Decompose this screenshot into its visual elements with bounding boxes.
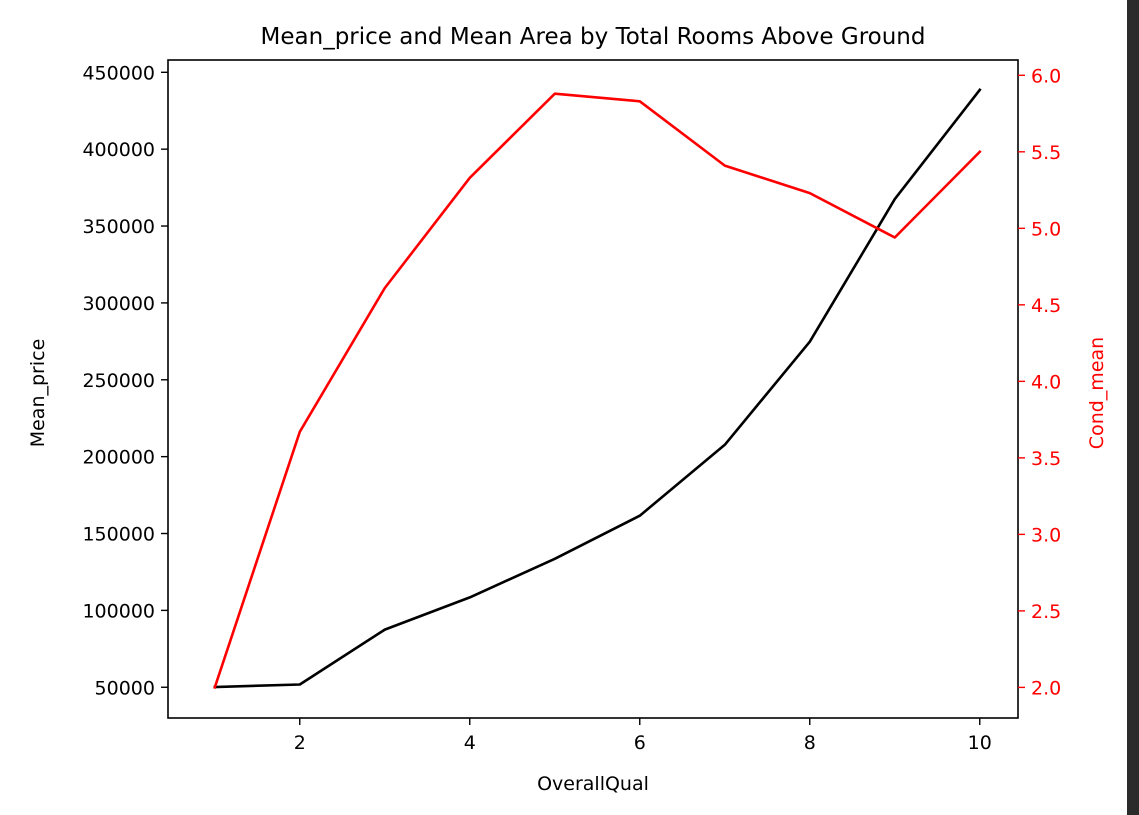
axes: 2 4 6 8 10 50000 100000 150000 200000 250000 30000… bbox=[82, 59, 1061, 754]
y2-tick-label: 3.5 bbox=[1031, 448, 1061, 470]
series-layer bbox=[213, 87, 982, 690]
y2-tick-label: 2.0 bbox=[1031, 677, 1061, 699]
y2-axis-label: Cond_mean bbox=[1086, 337, 1108, 449]
x-tick-label: 4 bbox=[464, 732, 476, 754]
y2-tick-label: 2.5 bbox=[1031, 601, 1061, 623]
y2-tick-label: 4.0 bbox=[1031, 371, 1061, 393]
y2-tick-label: 6.0 bbox=[1031, 65, 1061, 87]
x-axis-label: OverallQual bbox=[537, 773, 649, 795]
y-tick-label: 400000 bbox=[82, 139, 155, 161]
y2-tick-label: 5.5 bbox=[1031, 142, 1061, 164]
y-tick-label: 100000 bbox=[82, 600, 155, 622]
y-tick-label: 450000 bbox=[82, 62, 155, 84]
cond-mean-line bbox=[213, 92, 982, 690]
y-tick-label: 250000 bbox=[82, 370, 155, 392]
y2-tick-label: 5.0 bbox=[1031, 218, 1061, 240]
chart-title: Mean_price and Mean Area by Total Rooms … bbox=[261, 24, 926, 50]
x-tick-label: 10 bbox=[968, 732, 992, 754]
y2-tick-label: 3.0 bbox=[1031, 524, 1061, 546]
plot-frame bbox=[167, 59, 1019, 719]
y2-tick-label: 4.5 bbox=[1031, 295, 1061, 317]
mean-price-line bbox=[213, 87, 982, 689]
x-tick-label: 8 bbox=[804, 732, 816, 754]
y-tick-label: 300000 bbox=[82, 293, 155, 315]
y-tick-label: 200000 bbox=[82, 447, 155, 469]
y-axis-label: Mean_price bbox=[27, 339, 49, 448]
y-tick-label: 150000 bbox=[82, 524, 155, 546]
x-tick-label: 6 bbox=[634, 732, 646, 754]
y-tick-label: 50000 bbox=[95, 677, 155, 699]
y-tick-label: 350000 bbox=[82, 216, 155, 238]
window-edge bbox=[1127, 0, 1139, 815]
x-tick-label: 2 bbox=[294, 732, 306, 754]
